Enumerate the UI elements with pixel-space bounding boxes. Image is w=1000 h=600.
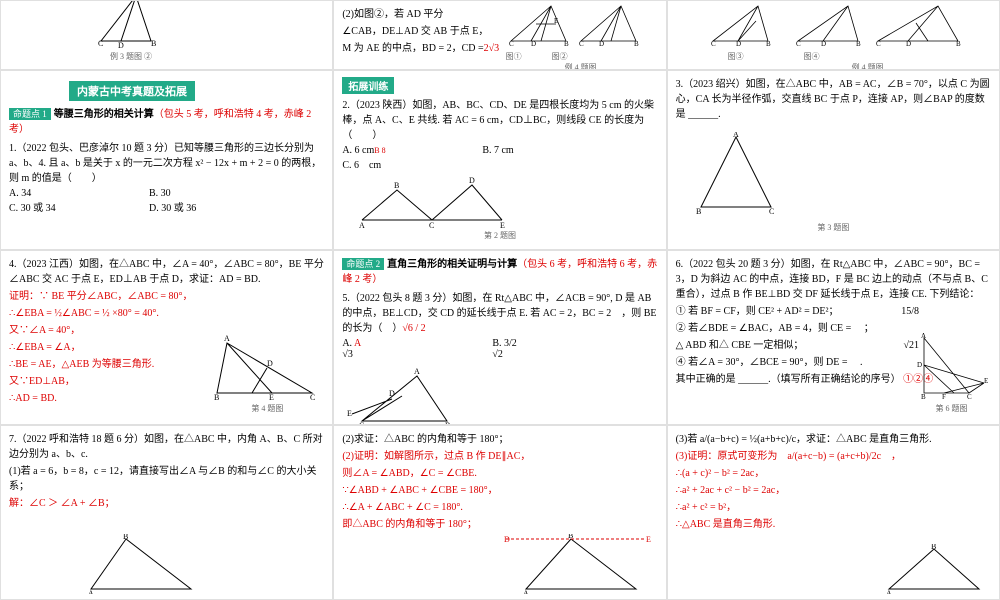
svg-text:A: A	[733, 132, 739, 139]
question-7-3: (3)若 a/(a−b+c) = ½(a+b+c)/c，求证：△ABC 是直角三…	[676, 432, 991, 447]
cell-r1c3: CBD CBD CBD 图③图④ 例 4 题图	[667, 0, 1000, 70]
triangle-fig-1: CBAD	[81, 0, 181, 51]
svg-text:D: D	[504, 535, 510, 544]
cell-r3c2: 命题点 2直角三角形的相关证明与计算（包头 6 考，呼和浩特 6 考，赤峰 2 …	[333, 250, 666, 425]
cell-r3c1: 4.（2023 江西）如图，在△ABC 中，∠A = 40°，∠ABC = 80…	[0, 250, 333, 425]
matchsticks-fig: A C E B D	[342, 175, 522, 230]
svg-text:D: D	[118, 41, 124, 50]
rt-triangle-fig-6: A B C D E F	[909, 333, 994, 403]
triangle-fig-7-3: BA	[879, 544, 989, 594]
cell-r2c2: 拓展训练 2.（2023 陕西）如图，AB、BC、CD、DE 是四根长度均为 5…	[333, 70, 666, 250]
svg-text:C: C	[769, 207, 774, 216]
choices: A. 6 cmB 8B. 7 cm C. 6 cm	[342, 145, 657, 171]
question-6: 6.（2022 包头 20 题 3 分）如图，在 Rt△ABC 中，∠ABC =…	[676, 257, 991, 302]
svg-text:A: A	[921, 333, 926, 340]
question-5: 5.（2022 包头 8 题 3 分）如图，在 Rt△ABC 中，∠ACB = …	[342, 291, 657, 336]
cell-r3c3: 6.（2022 包头 20 题 3 分）如图，在 Rt△ABC 中，∠ABC =…	[667, 250, 1000, 425]
svg-text:B: B	[151, 39, 156, 48]
question-7: 7.（2022 呼和浩特 18 题 6 分）如图，在△ABC 中，内角 A、B、…	[9, 432, 324, 462]
svg-text:D: D	[917, 361, 922, 369]
svg-text:C: C	[429, 221, 434, 230]
question-7-2: (2)求证：△ABC 的内角和等于 180°；	[342, 432, 657, 447]
choices: A. 34B. 30 C. 30 或 34D. 30 或 36	[9, 188, 324, 214]
svg-text:E: E	[646, 535, 651, 544]
svg-text:B: B	[696, 207, 701, 216]
svg-text:D: D	[469, 176, 475, 185]
svg-text:D: D	[906, 40, 911, 48]
banner: 拓展训练	[342, 77, 394, 94]
svg-text:E: E	[269, 393, 274, 402]
svg-text:C: C	[310, 393, 315, 402]
svg-text:A: A	[414, 367, 420, 376]
question-3: 3.（2023 绍兴）如图，在△ABC 中，AB = AC，∠B = 70°，以…	[676, 77, 991, 122]
svg-text:D: D	[599, 40, 604, 48]
svg-text:A: A	[224, 334, 230, 343]
cell-r2c1: 内蒙古中考真题及拓展 命题点 1等腰三角形的相关计算（包头 5 考，呼和浩特 4…	[0, 70, 333, 250]
svg-text:C: C	[711, 40, 716, 48]
cell-r4c2: (2)求证：△ABC 的内角和等于 180°； (2)证明：如解图所示，过点 B…	[333, 425, 666, 600]
svg-text:C: C	[796, 40, 801, 48]
svg-text:A: A	[88, 589, 94, 594]
svg-text:D: D	[736, 40, 741, 48]
topic-badge: 命题点 1	[9, 108, 51, 120]
svg-text:C: C	[876, 40, 881, 48]
question-2: 2.（2023 陕西）如图，AB、BC、CD、DE 是四根长度均为 5 cm 的…	[342, 98, 657, 143]
svg-text:D: D	[821, 40, 826, 48]
svg-text:B: B	[856, 40, 861, 48]
svg-text:B: B	[634, 40, 639, 48]
question-4: 4.（2023 江西）如图，在△ABC 中，∠A = 40°，∠ABC = 80…	[9, 257, 324, 287]
text: M 为 AE 的中点，BD = 2，CD =	[342, 43, 483, 54]
svg-text:A: A	[359, 221, 365, 230]
formula: 2√3	[484, 43, 500, 54]
topic-badge: 命题点 2	[342, 258, 384, 270]
svg-text:E: E	[347, 409, 352, 418]
svg-text:E: E	[554, 17, 558, 25]
fig-caption: 例 3 题图 ②	[81, 51, 181, 62]
choices: A. A B. 3/2 √3 √2	[342, 338, 657, 360]
svg-text:D: D	[531, 40, 536, 48]
svg-text:C: C	[967, 393, 972, 401]
svg-text:C: C	[579, 40, 584, 48]
svg-text:E: E	[500, 221, 505, 230]
triangle-figs-r1c3: CBD CBD CBD	[708, 1, 968, 51]
svg-text:B: B	[214, 393, 219, 402]
svg-text:B: B	[123, 534, 128, 541]
question-1: 1.（2022 包头、巴彦淖尔 10 题 3 分）已知等腰三角形的三边长分别为 …	[9, 141, 324, 186]
svg-text:B: B	[564, 40, 569, 48]
isoceles-fig: A B C	[676, 132, 796, 222]
triangle-fig-4: A B C E D	[212, 333, 322, 403]
svg-text:A: A	[886, 589, 892, 594]
rt-triangle-fig-5: CBADE	[342, 366, 462, 425]
cell-r1c2: (2)如图②，若 AD 平分 ∠CAB，DE⊥AD 交 AB 于点 E， M 为…	[333, 0, 666, 70]
svg-text:B: B	[766, 40, 771, 48]
svg-text:A: A	[523, 589, 529, 594]
svg-text:C: C	[98, 39, 103, 48]
svg-text:B: B	[956, 40, 961, 48]
svg-text:D: D	[389, 389, 395, 398]
triangle-figs-r1c2: C B D E C B D	[506, 1, 656, 51]
svg-text:B: B	[921, 393, 926, 401]
svg-text:D: D	[267, 359, 273, 368]
cell-r4c1: 7.（2022 呼和浩特 18 题 6 分）如图，在△ABC 中，内角 A、B、…	[0, 425, 333, 600]
svg-text:B: B	[568, 534, 573, 540]
triangle-fig-7-2: D E B A	[496, 534, 656, 594]
cell-r2c3: 3.（2023 绍兴）如图，在△ABC 中，AB = AC，∠B = 70°，以…	[667, 70, 1000, 250]
svg-text:C: C	[509, 40, 514, 48]
svg-text:B: B	[394, 181, 399, 190]
triangle-fig-7: BA	[81, 534, 201, 594]
banner: 内蒙古中考真题及拓展	[69, 81, 195, 101]
svg-text:B: B	[931, 544, 936, 551]
cell-r4c3: (3)若 a/(a−b+c) = ½(a+b+c)/c，求证：△ABC 是直角三…	[667, 425, 1000, 600]
svg-text:E: E	[984, 377, 988, 385]
svg-text:F: F	[942, 393, 946, 401]
cell-r1c1: CBAD 例 3 题图 ②	[0, 0, 333, 70]
